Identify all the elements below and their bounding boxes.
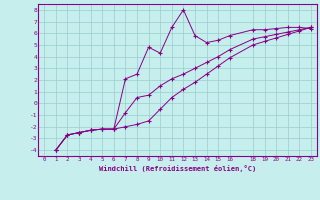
X-axis label: Windchill (Refroidissement éolien,°C): Windchill (Refroidissement éolien,°C) <box>99 165 256 172</box>
